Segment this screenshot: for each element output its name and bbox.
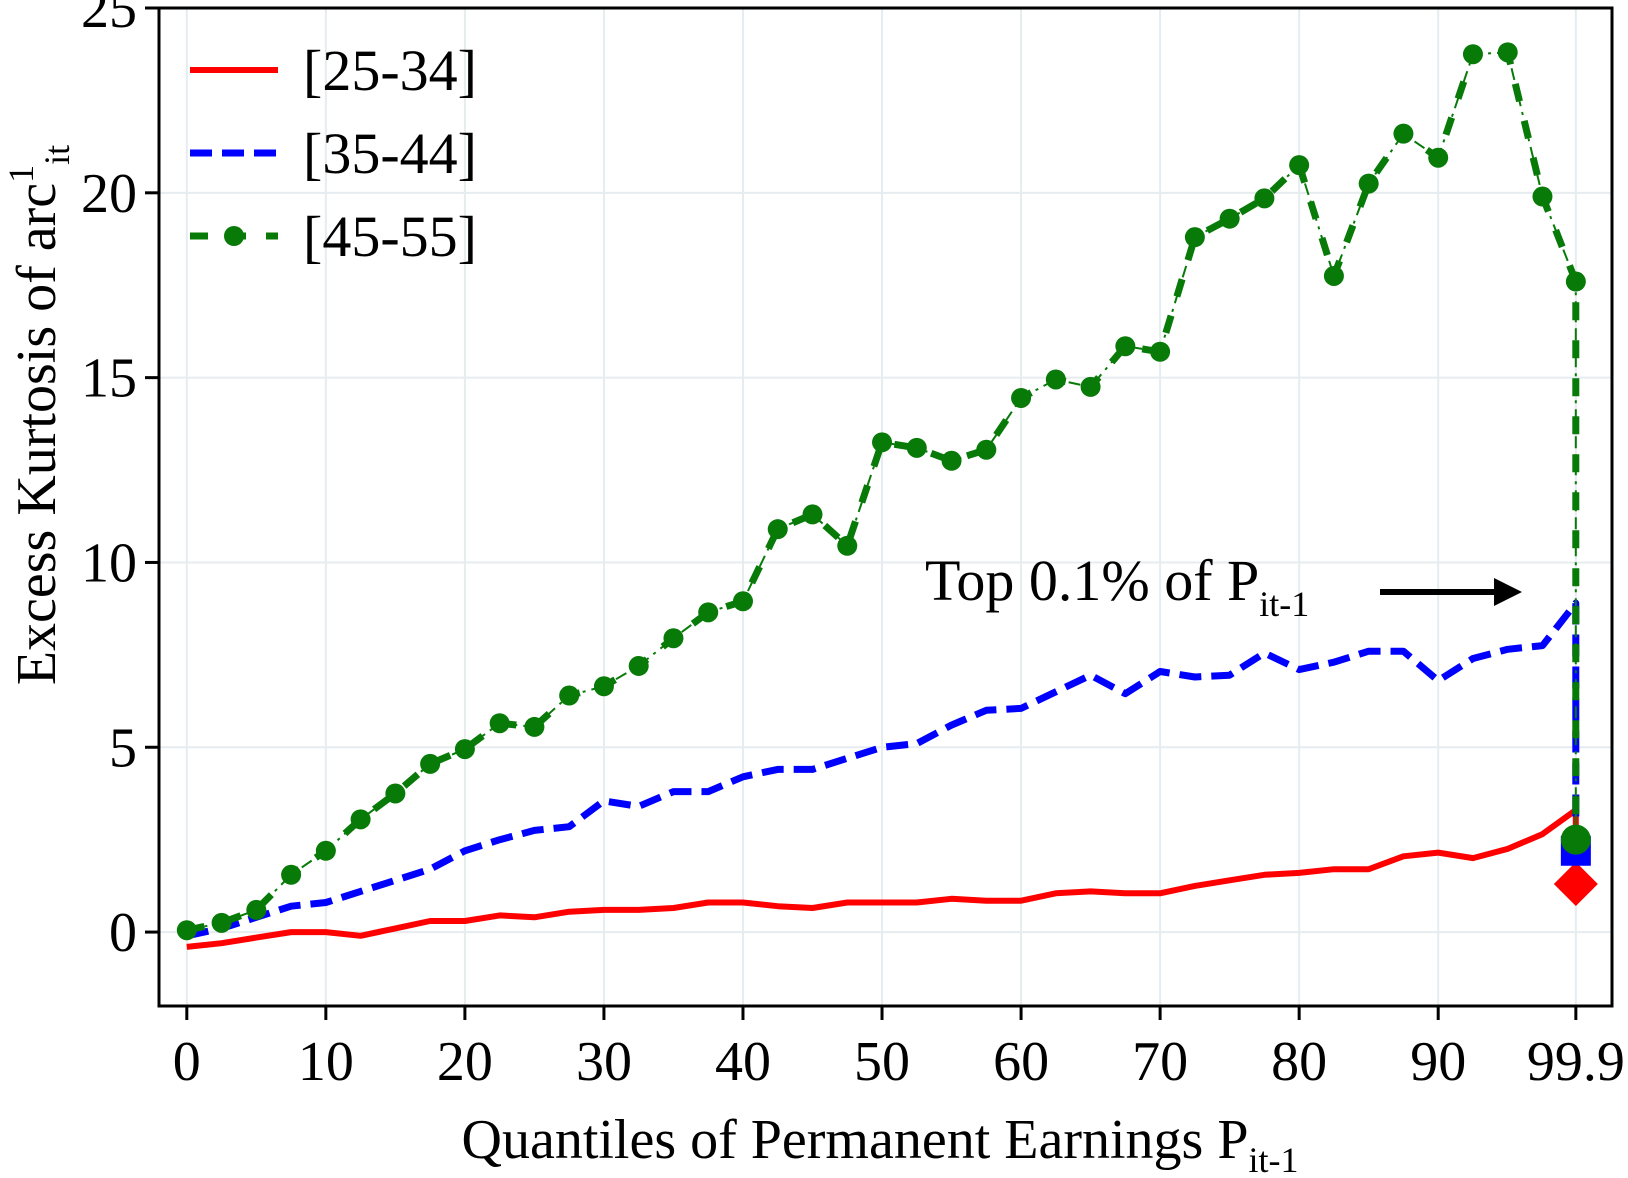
annotation: Top 0.1% of Pit-1 <box>925 548 1522 624</box>
data-point <box>1462 44 1483 65</box>
y-tick-label: 20 <box>81 163 137 225</box>
x-tick-label: 70 <box>1132 1031 1188 1093</box>
data-point <box>593 676 614 697</box>
x-tick-label: 40 <box>715 1031 771 1093</box>
x-axis-label-text: Quantiles of Permanent Earnings P <box>462 1109 1249 1171</box>
data-point <box>802 504 823 525</box>
x-tick-label: 0 <box>173 1031 201 1093</box>
annotation-subscript: it-1 <box>1259 584 1309 624</box>
data-point <box>837 535 858 556</box>
data-point <box>1219 208 1240 229</box>
data-point <box>1080 376 1101 397</box>
y-tick-label: 15 <box>81 348 137 410</box>
data-point <box>872 432 893 453</box>
top-point-diamond <box>1553 862 1598 907</box>
legend-label: [45-55] <box>303 204 477 269</box>
data-point <box>1150 341 1171 362</box>
top-point-circle <box>1560 824 1591 855</box>
data-point <box>559 685 580 706</box>
x-tick-label: 10 <box>298 1031 354 1093</box>
y-tick-label: 5 <box>109 717 137 779</box>
x-tick-label: 99.9 <box>1527 1031 1625 1093</box>
data-point <box>906 437 927 458</box>
data-point <box>732 591 753 612</box>
data-point <box>350 809 371 830</box>
x-axis: 0 10 20 30 40 50 60 70 80 90 99.9 <box>173 1006 1625 1093</box>
data-point <box>1254 188 1275 209</box>
x-tick-label: 50 <box>854 1031 910 1093</box>
y-tick-label: 25 <box>81 0 137 40</box>
x-axis-label: Quantiles of Permanent Earnings Pit-1 <box>462 1109 1299 1178</box>
data-point <box>1289 155 1310 176</box>
annotation-arrow-head-icon <box>1494 578 1522 606</box>
plot-frame <box>157 6 1614 1008</box>
data-point <box>1565 271 1586 292</box>
data-point <box>1358 173 1379 194</box>
data-point <box>767 519 788 540</box>
data-point <box>1323 265 1344 286</box>
x-tick-label: 90 <box>1410 1031 1466 1093</box>
annotation-text: Top 0.1% of Pit-1 <box>925 548 1309 624</box>
series-line <box>186 599 1580 940</box>
legend-label: [35-44] <box>303 121 477 186</box>
data-point <box>1184 227 1205 248</box>
series-line <box>186 807 1579 950</box>
legend-label: [25-34] <box>303 38 477 103</box>
data-point <box>211 912 232 933</box>
data-point <box>246 899 267 920</box>
data-point <box>315 840 336 861</box>
data-point <box>1428 147 1449 168</box>
data-point <box>1497 42 1518 63</box>
data-point <box>1532 186 1553 207</box>
data-point <box>628 655 649 676</box>
data-point <box>698 602 719 623</box>
legend-marker <box>224 226 244 246</box>
annotation-main: Top 0.1% of P <box>925 548 1259 613</box>
y-tick-label: 0 <box>109 902 137 964</box>
series-line-thin <box>186 51 1577 932</box>
y-axis-label-subscript: it <box>37 145 77 165</box>
x-tick-label: 80 <box>1271 1031 1327 1093</box>
data-point <box>420 753 441 774</box>
data-point <box>454 739 475 760</box>
data-point <box>1045 369 1066 390</box>
y-axis-label-text: Excess Kurtosis of arc <box>6 183 68 685</box>
y-axis-label: Excess Kurtosis of arc1it <box>1 145 77 685</box>
y-tick-label: 10 <box>81 532 137 594</box>
data-point <box>976 439 997 460</box>
data-point <box>663 628 684 649</box>
y-axis-label-superscript: 1 <box>1 165 41 183</box>
x-tick-label: 60 <box>993 1031 1049 1093</box>
y-axis: 0 5 10 15 20 25 <box>81 0 159 964</box>
data-point <box>1011 387 1032 408</box>
data-point <box>385 783 406 804</box>
legend: [25-34] [35-44] [45-55] <box>190 38 477 269</box>
series-layer <box>176 42 1598 950</box>
data-point <box>1393 123 1414 144</box>
data-point <box>941 450 962 471</box>
data-point <box>489 713 510 734</box>
data-point <box>1115 336 1136 357</box>
data-point <box>524 716 545 737</box>
data-point <box>176 920 197 941</box>
x-tick-label: 20 <box>437 1031 493 1093</box>
x-tick-label: 30 <box>576 1031 632 1093</box>
data-point <box>281 864 302 885</box>
x-axis-label-subscript: it-1 <box>1248 1140 1298 1178</box>
